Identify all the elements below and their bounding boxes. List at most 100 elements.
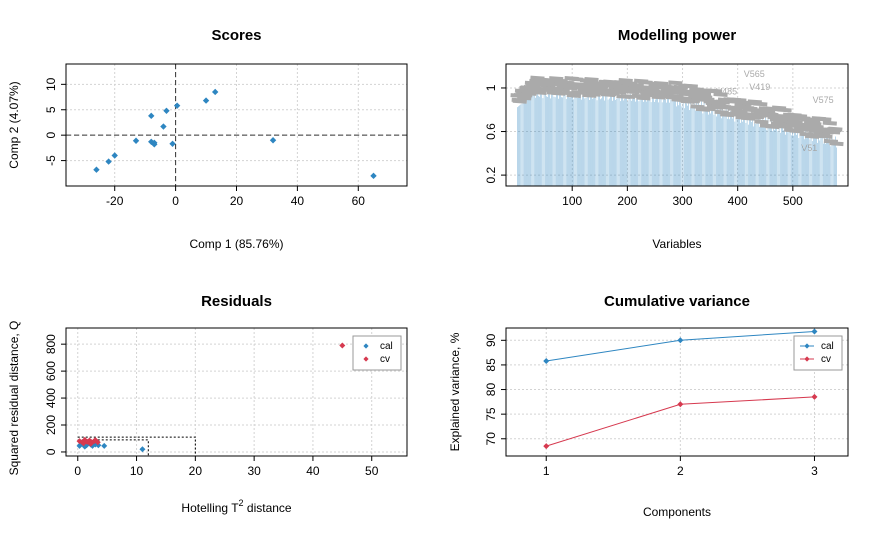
residuals-point-cv: [80, 440, 87, 447]
scores-xtick-label: 40: [291, 194, 305, 208]
residuals-point-cv: [94, 439, 101, 446]
variance-ytick-label: 80: [484, 383, 498, 397]
scores-point: [111, 152, 118, 159]
power-label-overlay: [765, 124, 780, 130]
power-variable-label: V435: [633, 88, 654, 98]
scores-title: Scores: [211, 27, 261, 44]
variance-point-cal: [543, 357, 550, 364]
variance-frame: [505, 327, 849, 457]
scores-point: [169, 140, 176, 148]
residuals-xtick-label: 0: [74, 464, 81, 478]
variance-xlabel: Components: [643, 505, 711, 519]
power-frame: [505, 63, 849, 187]
power-label-overlay: [829, 141, 844, 147]
scores-xtick-label: 0: [172, 194, 179, 208]
variance-legend-marker-cal: [804, 343, 810, 349]
scores-point: [370, 172, 377, 180]
variance-point-cal: [677, 337, 684, 344]
power-label-overlay: [524, 80, 540, 86]
power-label-overlay: [532, 90, 547, 96]
power-variable-label: V565: [744, 69, 765, 79]
residuals-xtick-label: 10: [130, 464, 144, 478]
power-label-overlay: [593, 86, 608, 92]
scores-point: [173, 102, 181, 109]
variance-legend-label-cal: cal: [821, 341, 834, 352]
power-label-overlay: [760, 109, 776, 115]
power-label-overlay: [807, 121, 822, 127]
power-xlabel: Variables: [652, 237, 701, 251]
power-label-overlay: [733, 108, 748, 114]
power-label-overlay: [825, 129, 841, 135]
power-label-overlay: [636, 95, 651, 101]
scores-xtick-label: 60: [352, 194, 366, 208]
variance-ytick-label: 90: [484, 333, 498, 347]
power-label-overlay: [777, 107, 792, 113]
variance-legend-label-cv: cv: [821, 354, 831, 365]
residuals-point-cal: [139, 446, 146, 453]
power-title: Modelling power: [618, 27, 736, 44]
power-label-overlay: [818, 133, 833, 139]
power-label-overlay: [668, 80, 683, 86]
power-label-overlay: [753, 101, 768, 107]
residuals-xtick-label: 20: [189, 464, 203, 478]
scores-point: [202, 97, 210, 104]
scores-point: [151, 139, 158, 146]
residuals-legend-label-cv: cv: [380, 354, 390, 365]
residuals-legend-marker-cv: [363, 356, 369, 362]
residuals-title: Residuals: [201, 293, 272, 310]
residuals-point-cal: [76, 442, 83, 449]
power-xtick-label: 400: [728, 194, 748, 208]
power-label-overlay: [788, 119, 803, 125]
residuals-point-cal: [101, 442, 108, 449]
variance-xtick-label: 3: [811, 464, 818, 478]
variance-legend-marker-cv: [804, 356, 810, 362]
residuals-limit-inner: [77, 439, 149, 456]
power-xtick-label: 500: [783, 194, 803, 208]
scores-point: [148, 138, 155, 145]
power-ytick-label: 0.2: [484, 166, 498, 183]
residuals-ytick-label: 800: [44, 334, 58, 354]
variance-title: Cumulative variance: [604, 293, 750, 310]
residuals-legend-label-cal: cal: [380, 341, 393, 352]
power-xtick-label: 100: [562, 194, 582, 208]
power-label-overlay: [707, 88, 723, 94]
power-variable-label: V485: [716, 87, 737, 97]
scores-point: [269, 137, 277, 144]
residuals-legend-marker-cal: [363, 343, 369, 349]
scores-xlabel: Comp 1 (85.76%): [189, 237, 283, 251]
residuals-ytick-label: 0: [44, 448, 58, 455]
power-label-overlay: [669, 94, 684, 100]
power-label-overlay: [685, 97, 701, 103]
power-label-overlay: [517, 95, 532, 101]
scores-xtick-label: 20: [230, 194, 244, 208]
power-label-overlay: [828, 126, 843, 132]
scores-frame: [65, 63, 408, 187]
scores-point: [105, 158, 112, 165]
power-label-overlay: [541, 82, 556, 88]
variance-legend: [793, 335, 843, 371]
power-label-overlay: [646, 88, 661, 94]
variance-point-cv: [811, 393, 818, 400]
residuals-xtick-label: 30: [247, 464, 261, 478]
scores-ylabel: Comp 2 (4.07%): [7, 81, 21, 168]
scores-point: [211, 88, 219, 96]
residuals-xlabel: Hotelling T2 distance: [181, 498, 292, 515]
power-label-overlay: [789, 128, 804, 134]
variance-ylabel: Explained variance, %: [448, 332, 462, 451]
residuals-xtick-label: 40: [306, 464, 320, 478]
scores-ytick-label: 5: [44, 106, 58, 113]
residuals-ytick-label: 200: [44, 415, 58, 435]
power-label-overlay: [653, 81, 669, 87]
scores-ytick-label: 10: [44, 77, 58, 91]
power-variable-label: V51: [801, 143, 817, 153]
residuals-ylabel: Squared residual distance, Q: [7, 321, 21, 476]
power-ytick-label: 0.6: [484, 123, 498, 140]
scores-point: [93, 166, 100, 173]
variance-xtick-label: 2: [677, 464, 684, 478]
scores-point: [163, 107, 170, 114]
power-label-overlay: [822, 120, 837, 126]
power-ytick-label: 1: [484, 84, 498, 91]
power-variable-label: V575: [813, 95, 834, 105]
power-label-overlay: [809, 124, 824, 130]
